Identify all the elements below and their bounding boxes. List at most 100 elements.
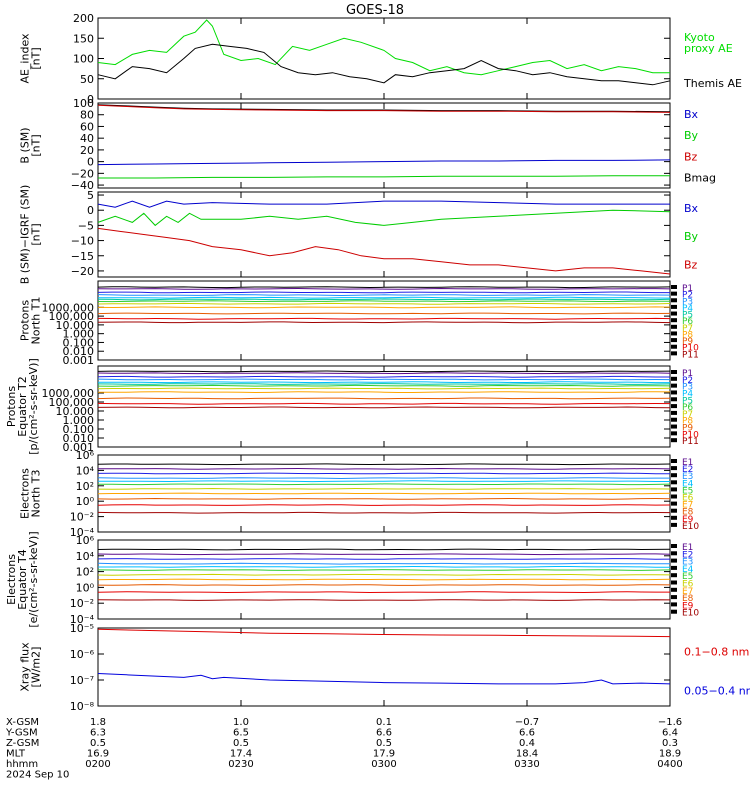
- channel-marker: [671, 609, 677, 614]
- series-line: [97, 104, 671, 113]
- channel-line: [97, 487, 671, 490]
- y-axis-label: [W/m2]: [30, 647, 43, 688]
- chart-title: GOES-18: [346, 3, 404, 18]
- channel-marker: [671, 331, 677, 336]
- y-tick-label: 40: [80, 132, 94, 145]
- channel-label: P1: [682, 284, 693, 294]
- y-tick-label: 60: [80, 120, 94, 133]
- y-tick-label: 100,000: [49, 310, 95, 323]
- y-tick-label: 20: [80, 144, 94, 157]
- channel-line: [97, 584, 671, 586]
- channel-line: [97, 378, 671, 381]
- y-tick-label: 0: [87, 93, 94, 106]
- channel-label: E10: [682, 522, 699, 532]
- series-line: [97, 628, 671, 638]
- channel-label: P2: [682, 376, 693, 386]
- x-tick-label: 18.9: [659, 749, 681, 760]
- channel-line: [97, 477, 670, 480]
- channel-label: P4: [682, 304, 693, 314]
- y-axis-label: [e/(cm²-s-sr-keV)]: [27, 531, 40, 627]
- x-tick-label: 0200: [85, 759, 110, 770]
- channel-marker: [671, 544, 677, 548]
- channel-marker: [671, 501, 677, 506]
- x-tick-label: 6.5: [233, 728, 249, 739]
- channel-line: [97, 372, 671, 375]
- channel-label: P1: [682, 369, 693, 379]
- y-tick-label: 0.100: [63, 336, 95, 349]
- channel-line: [97, 569, 671, 571]
- channel-label: E4: [682, 565, 694, 575]
- y-tick-label: −5: [78, 219, 94, 232]
- channel-label: E6: [682, 580, 694, 590]
- y-tick-label: 10²: [76, 480, 94, 493]
- y-tick-label: 0.010: [63, 432, 95, 445]
- channel-label: P9: [682, 424, 693, 434]
- channel-label: E2: [682, 465, 693, 475]
- channel-marker: [671, 595, 677, 600]
- y-axis-label: Equator T4: [16, 549, 29, 609]
- legend-label: 0.1−0.8 nm: [684, 645, 749, 658]
- y-tick-label: 10⁻⁴: [70, 613, 95, 626]
- channel-label: E1: [682, 543, 693, 553]
- legend-label: 0.05−0.4 nm: [684, 684, 750, 697]
- channel-line: [97, 287, 671, 290]
- channel-marker: [671, 522, 677, 527]
- channel-label: P8: [682, 330, 693, 340]
- y-axis-label: Protons: [5, 386, 18, 427]
- channel-label: P2: [682, 291, 693, 301]
- series-line: [97, 673, 671, 685]
- y-axis-label: B (SM): [19, 127, 32, 163]
- y-tick-label: −10: [71, 235, 94, 248]
- channel-marker: [671, 580, 677, 585]
- channel-line: [97, 573, 671, 576]
- channel-marker: [671, 338, 677, 343]
- y-tick-label: 50: [80, 73, 94, 86]
- channel-line: [97, 406, 671, 409]
- channel-label: E6: [682, 494, 694, 504]
- panel-frame: [97, 365, 671, 448]
- x-tick-label: 0.5: [233, 738, 249, 749]
- channel-marker: [671, 344, 677, 349]
- y-tick-label: 10⁰: [76, 495, 95, 508]
- x-tick-label: 0300: [371, 759, 396, 770]
- y-axis-label: Equator T2: [16, 376, 29, 436]
- channel-label: E3: [682, 472, 693, 482]
- x-tick-label: −0.7: [515, 717, 539, 728]
- channel-line: [97, 397, 671, 400]
- channel-label: P8: [682, 417, 693, 427]
- channel-marker: [671, 404, 677, 409]
- channel-marker: [671, 383, 677, 388]
- y-axis-label: Protons: [19, 300, 32, 341]
- channel-label: P10: [682, 344, 699, 354]
- y-tick-label: 10⁻⁴: [70, 526, 95, 539]
- channel-line: [97, 402, 671, 405]
- y-axis-label: [nT]: [30, 223, 43, 245]
- x-tick-label: 6.4: [662, 728, 678, 739]
- channel-label: P4: [682, 389, 693, 399]
- y-tick-label: 10⁰: [76, 581, 95, 594]
- legend-label: Kyoto: [684, 31, 715, 44]
- channel-marker: [671, 298, 677, 303]
- y-tick-label: 1000,000: [42, 301, 95, 314]
- channel-line: [97, 306, 671, 309]
- legend-label: Bx: [684, 202, 699, 215]
- channel-line: [97, 321, 671, 324]
- x-tick-label: 6.6: [376, 728, 392, 739]
- channel-label: P5: [682, 396, 693, 406]
- y-tick-label: 10⁴: [76, 464, 95, 477]
- channel-label: E8: [682, 594, 694, 604]
- channel-label: P9: [682, 337, 693, 347]
- channel-marker: [671, 515, 677, 520]
- channel-marker: [671, 324, 677, 329]
- channel-marker: [671, 558, 677, 563]
- channel-marker: [671, 508, 677, 513]
- channel-label: E7: [682, 501, 693, 511]
- channel-label: P6: [682, 403, 693, 413]
- channel-line: [97, 391, 671, 394]
- y-tick-label: 1.000: [63, 414, 95, 427]
- x-axis-row-label: 2024 Sep 10: [6, 770, 69, 781]
- channel-line: [97, 492, 671, 495]
- channel-line: [98, 296, 671, 299]
